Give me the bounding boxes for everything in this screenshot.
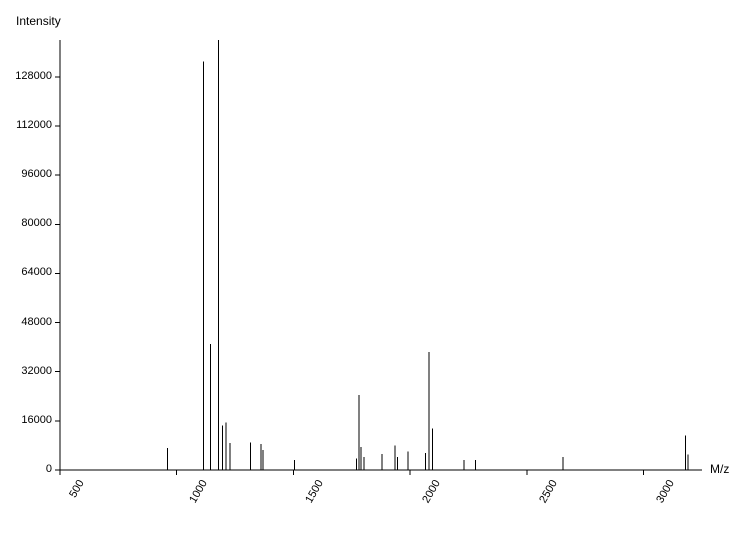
y-tick-label: 16000 <box>4 414 52 426</box>
y-tick-label: 0 <box>4 463 52 475</box>
chart-svg <box>0 0 750 540</box>
y-tick-label: 128000 <box>4 70 52 82</box>
y-tick-label: 112000 <box>4 119 52 131</box>
y-tick-label: 48000 <box>4 316 52 328</box>
mass-spectrum-chart: Intensity M/z 01600032000480006400080000… <box>0 0 750 540</box>
y-tick-label: 80000 <box>4 217 52 229</box>
y-tick-label: 96000 <box>4 168 52 180</box>
y-tick-label: 32000 <box>4 365 52 377</box>
y-tick-label: 64000 <box>4 266 52 278</box>
